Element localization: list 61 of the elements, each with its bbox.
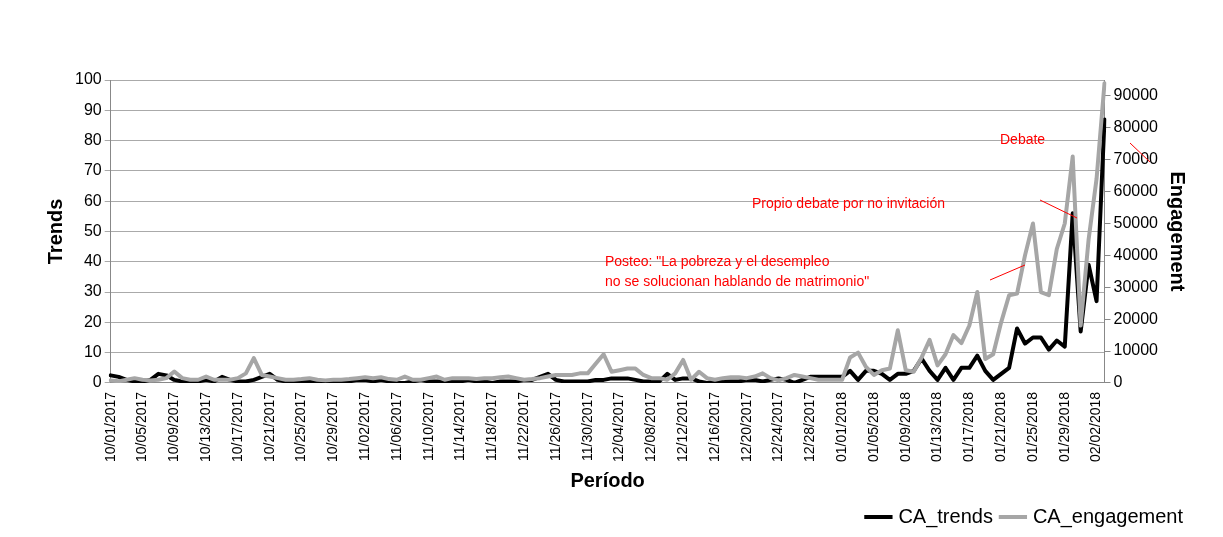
y-axis-title: Trends (43, 198, 66, 265)
y2-tick-label: 50000 (1113, 213, 1159, 231)
x-tick-label: 12/12/2017 (673, 391, 690, 463)
x-tick-label: 11/10/2017 (419, 391, 436, 461)
x-tick-label: 12/08/2017 (642, 391, 659, 463)
y2-axis-title: Engagement (1167, 171, 1190, 292)
x-axis-title: Período (570, 468, 645, 491)
x-tick-label: 11/06/2017 (387, 391, 404, 461)
x-tick-label: 12/20/2017 (737, 391, 754, 463)
y-tick-label: 30 (83, 282, 102, 300)
x-tick-label: 01/05/2018 (864, 391, 881, 463)
x-tick-label: 01/13/2018 (928, 391, 945, 463)
y-tick-label: 100 (74, 70, 102, 88)
x-tick-label: 10/25/2017 (292, 391, 309, 463)
y-tick-label: 80 (83, 130, 102, 148)
x-tick-label: 12/04/2017 (610, 391, 627, 463)
y2-tick-label: 0 (1113, 373, 1123, 391)
x-tick-label: 02/02/2018 (1087, 391, 1104, 463)
x-tick-label: 01/17/2018 (960, 391, 977, 463)
x-tick-label: 10/21/2017 (260, 391, 277, 463)
x-tick-label: 10/29/2017 (324, 391, 341, 463)
y2-tick-label: 20000 (1113, 309, 1159, 327)
legend-label: CA_trends (898, 504, 993, 528)
x-tick-label: 11/26/2017 (546, 391, 563, 461)
x-tick-label: 12/16/2017 (705, 391, 722, 463)
annotation: Propio debate por no invitación (752, 194, 946, 211)
x-tick-label: 11/14/2017 (451, 391, 468, 461)
y-tick-label: 50 (83, 221, 102, 239)
x-tick-label: 10/17/2017 (228, 391, 245, 463)
y2-tick-label: 90000 (1113, 86, 1159, 104)
x-tick-label: 11/02/2017 (355, 391, 372, 461)
y-tick-label: 40 (83, 252, 102, 270)
x-tick-label: 11/18/2017 (483, 391, 500, 461)
y-tick-label: 10 (83, 343, 102, 361)
x-tick-label: 10/09/2017 (165, 391, 182, 463)
y-tick-label: 60 (83, 191, 102, 209)
y2-tick-label: 60000 (1113, 182, 1159, 200)
legend-label: CA_engagement (1032, 504, 1184, 528)
x-tick-label: 01/21/2018 (992, 391, 1009, 463)
x-tick-label: 01/09/2018 (896, 391, 913, 463)
y-tick-label: 0 (92, 373, 102, 391)
x-tick-label: 11/22/2017 (514, 391, 531, 461)
x-tick-label: 10/13/2017 (196, 391, 213, 463)
x-tick-label: 01/01/2018 (833, 391, 849, 463)
y-tick-label: 20 (83, 312, 102, 330)
x-tick-label: 11/30/2017 (578, 391, 595, 461)
x-tick-label: 10/05/2017 (133, 391, 150, 463)
x-tick-label: 01/29/2018 (1055, 391, 1072, 463)
x-tick-label: 12/28/2017 (801, 391, 818, 463)
y2-tick-label: 70000 (1113, 150, 1159, 168)
x-tick-label: 01/25/2018 (1023, 391, 1040, 463)
y-tick-label: 70 (83, 161, 102, 179)
annotation: Posteo: "La pobreza y el desempleo no se solucionan hablando de matrimonio" (605, 252, 870, 289)
x-tick-label: 10/01/2017 (101, 391, 118, 463)
y2-tick-label: 40000 (1113, 245, 1159, 263)
y2-tick-label: 80000 (1113, 118, 1159, 136)
y2-tick-label: 10000 (1113, 341, 1159, 359)
y2-tick-label: 30000 (1113, 277, 1159, 295)
y-tick-label: 90 (83, 100, 102, 118)
x-tick-label: 12/24/2017 (769, 391, 786, 463)
annotation: Debate (1000, 130, 1046, 147)
